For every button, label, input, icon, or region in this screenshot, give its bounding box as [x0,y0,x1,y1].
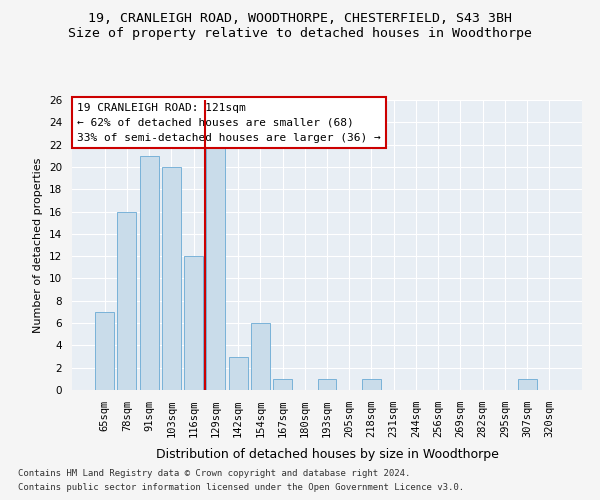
Text: 19, CRANLEIGH ROAD, WOODTHORPE, CHESTERFIELD, S43 3BH: 19, CRANLEIGH ROAD, WOODTHORPE, CHESTERF… [88,12,512,26]
Text: Contains HM Land Registry data © Crown copyright and database right 2024.: Contains HM Land Registry data © Crown c… [18,468,410,477]
Text: Size of property relative to detached houses in Woodthorpe: Size of property relative to detached ho… [68,28,532,40]
Bar [251,323,270,390]
Bar [229,356,248,390]
Bar [317,379,337,390]
Bar [184,256,203,390]
Text: 19 CRANLEIGH ROAD: 121sqm
← 62% of detached houses are smaller (68)
33% of semi-: 19 CRANLEIGH ROAD: 121sqm ← 62% of detac… [77,103,381,142]
Y-axis label: Number of detached properties: Number of detached properties [34,158,43,332]
Bar [206,144,225,390]
Bar [95,312,114,390]
Bar [273,379,292,390]
Bar [118,212,136,390]
Bar [518,379,536,390]
Bar [362,379,381,390]
X-axis label: Distribution of detached houses by size in Woodthorpe: Distribution of detached houses by size … [155,448,499,462]
Bar [140,156,158,390]
Text: Contains public sector information licensed under the Open Government Licence v3: Contains public sector information licen… [18,484,464,492]
Bar [162,167,181,390]
